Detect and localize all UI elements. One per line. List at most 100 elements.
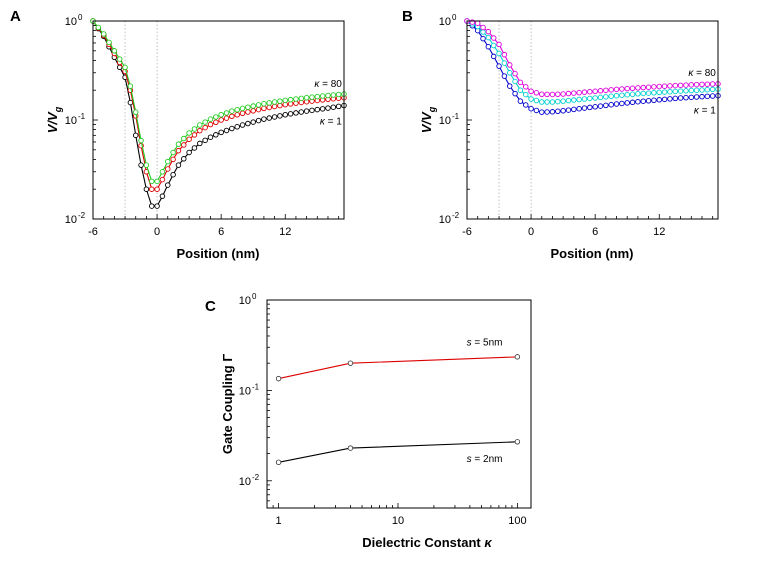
panel-a-series-80-marker <box>148 178 155 185</box>
panel-a-series-4-marker <box>255 106 262 113</box>
panel-c-series-s-5nm-point <box>514 354 521 360</box>
panel-b-series-4-marker <box>592 95 598 101</box>
panel-b-series-80-marker <box>709 81 716 87</box>
panel-a-series-80-marker <box>175 141 182 147</box>
panel-a-series-80-marker <box>309 94 315 100</box>
panel-b-series-4-marker <box>581 96 588 102</box>
panel-c-series-s-5nm-point <box>275 375 282 382</box>
panel-b-series-4-marker <box>672 88 679 95</box>
panel-b-series-80-marker <box>603 87 609 94</box>
panel-c-x-tick-label: 1 <box>276 515 282 527</box>
panel-b-annotation: κ = 80 <box>688 68 716 79</box>
panel-a-series-1-marker <box>330 104 337 110</box>
panel-c-series-s-2nm <box>275 439 521 466</box>
panel-b-series-80 <box>464 18 721 98</box>
panel-b-annotation: κ = 1 <box>694 105 716 116</box>
panel-a-x-tick-label: 12 <box>279 226 291 238</box>
panel-b-series-80-marker <box>683 82 689 88</box>
panel-b-series-4-marker <box>565 97 572 104</box>
panel-b-series-80-marker <box>474 20 481 26</box>
panel-c-annotations: s = 5nm s = 2nm <box>467 337 503 464</box>
panel-a-series-1-marker <box>213 132 219 138</box>
panel-b-series-4-marker <box>480 29 486 35</box>
panel-b-series-4-marker <box>496 50 502 57</box>
panel-b-series-80-marker <box>608 87 614 93</box>
panel-b-series-80-marker <box>587 88 593 95</box>
panel-a-series-1-marker <box>165 182 171 188</box>
panel-b-series-1-marker <box>480 35 486 42</box>
panel-b-plot-frame <box>466 20 719 220</box>
panel-b-series-1-marker <box>693 94 700 100</box>
panel-b-series-1-marker <box>576 105 582 112</box>
panel-b-series-1-marker <box>629 99 636 106</box>
panel-b-series-80-marker <box>699 81 705 88</box>
panel-a-series-1-marker <box>255 117 262 124</box>
panel-c-series-s-2nm-point <box>347 445 354 451</box>
panel-a-series-1-marker <box>223 127 230 134</box>
panel-b-y-label-sub: g <box>427 106 437 113</box>
panel-b-series-4-marker <box>635 91 641 97</box>
panel-a-series-1-marker <box>250 119 256 125</box>
panel-b-series-4-marker <box>597 94 604 101</box>
panel-a-y-tick-label: 10 <box>65 115 77 127</box>
panel-a-annotation: κ = 1 <box>320 116 342 127</box>
panel-b-series-1-marker <box>560 108 566 114</box>
panel-a-series-80-marker <box>106 39 112 46</box>
panel-a-series-80-marker <box>282 97 289 104</box>
panel-b-series-80-marker <box>613 86 620 93</box>
panel-a-series-4-marker <box>175 147 182 154</box>
panel-c-y-tick-label: 10 <box>239 385 251 397</box>
panel-a-series-1-marker <box>234 124 240 130</box>
panel-b-series-80-marker <box>522 84 529 90</box>
panel-a-series-80-marker <box>234 106 240 113</box>
panel-b-series-1-marker <box>522 102 529 108</box>
panel-a-series-1-marker <box>298 109 305 115</box>
panel-a-series-80-marker <box>127 83 134 89</box>
panel-a-series-80-marker <box>245 104 251 110</box>
panel-b-series-1-marker <box>709 93 716 99</box>
panel-b-series-80-marker <box>645 84 652 90</box>
panel-b-x-tick-label: 6 <box>592 226 598 238</box>
panel-a-series-80-marker <box>159 169 166 175</box>
panel-a-series-1-marker <box>148 203 155 209</box>
panel-c-x-label-kappa: κ <box>484 535 492 550</box>
panel-a-series-1-marker <box>309 107 315 114</box>
panel-c-y-tick-label: 10 <box>239 476 251 488</box>
panel-a-series-1-marker <box>186 149 192 156</box>
panel-a-series-4 <box>90 18 347 192</box>
panel-a-annotations: κ = 80 κ = 1 <box>314 79 342 127</box>
panel-a-x-axis-label: Position (nm) <box>176 246 259 261</box>
panel-b-series-80-marker <box>544 91 550 98</box>
panel-a-series-80-marker <box>277 98 283 104</box>
panel-a-series-4-marker <box>229 113 235 120</box>
panel-a-series-80-marker <box>132 109 139 115</box>
panel-b-series-4-marker <box>560 98 566 104</box>
panel-b-series-4-marker <box>656 89 663 96</box>
panel-a-series-1-marker <box>197 140 203 147</box>
panel-b-y-tick-label: 10 <box>439 16 451 28</box>
panel-b-series-1-marker <box>645 98 652 104</box>
panel-b-series-4-marker <box>512 78 518 85</box>
panel-b-series-4-marker <box>667 88 673 95</box>
panel-a-series-1-marker <box>314 106 321 113</box>
panel-b-series-1-marker <box>533 107 540 114</box>
panel-b-series-80-marker <box>693 81 700 88</box>
panel-a-series-80-marker <box>330 92 337 98</box>
panel-a-series-4-marker <box>148 186 155 192</box>
panel-a-series-80-marker <box>298 95 305 102</box>
panel-b-series-4-marker <box>624 91 630 98</box>
panel-b-series-80-marker <box>555 91 561 98</box>
panel-b-series-80-marker <box>651 84 657 90</box>
panel-a-y-tick-exponent: -2 <box>78 211 86 220</box>
panel-a-series-4-marker <box>207 121 214 128</box>
panel-b-series-1-marker <box>603 102 609 109</box>
panel-b-series-80-marker <box>688 82 695 88</box>
panel-a-label: A <box>10 8 21 25</box>
panel-b-series-1-marker <box>661 96 668 103</box>
panel-b-series-4-marker <box>587 95 593 102</box>
panel-b-series-1-marker <box>581 105 588 111</box>
panel-b-series-4-marker <box>576 96 582 103</box>
panel-b-series-4-marker <box>517 87 524 93</box>
panel-b-series-4-marker <box>709 86 716 93</box>
